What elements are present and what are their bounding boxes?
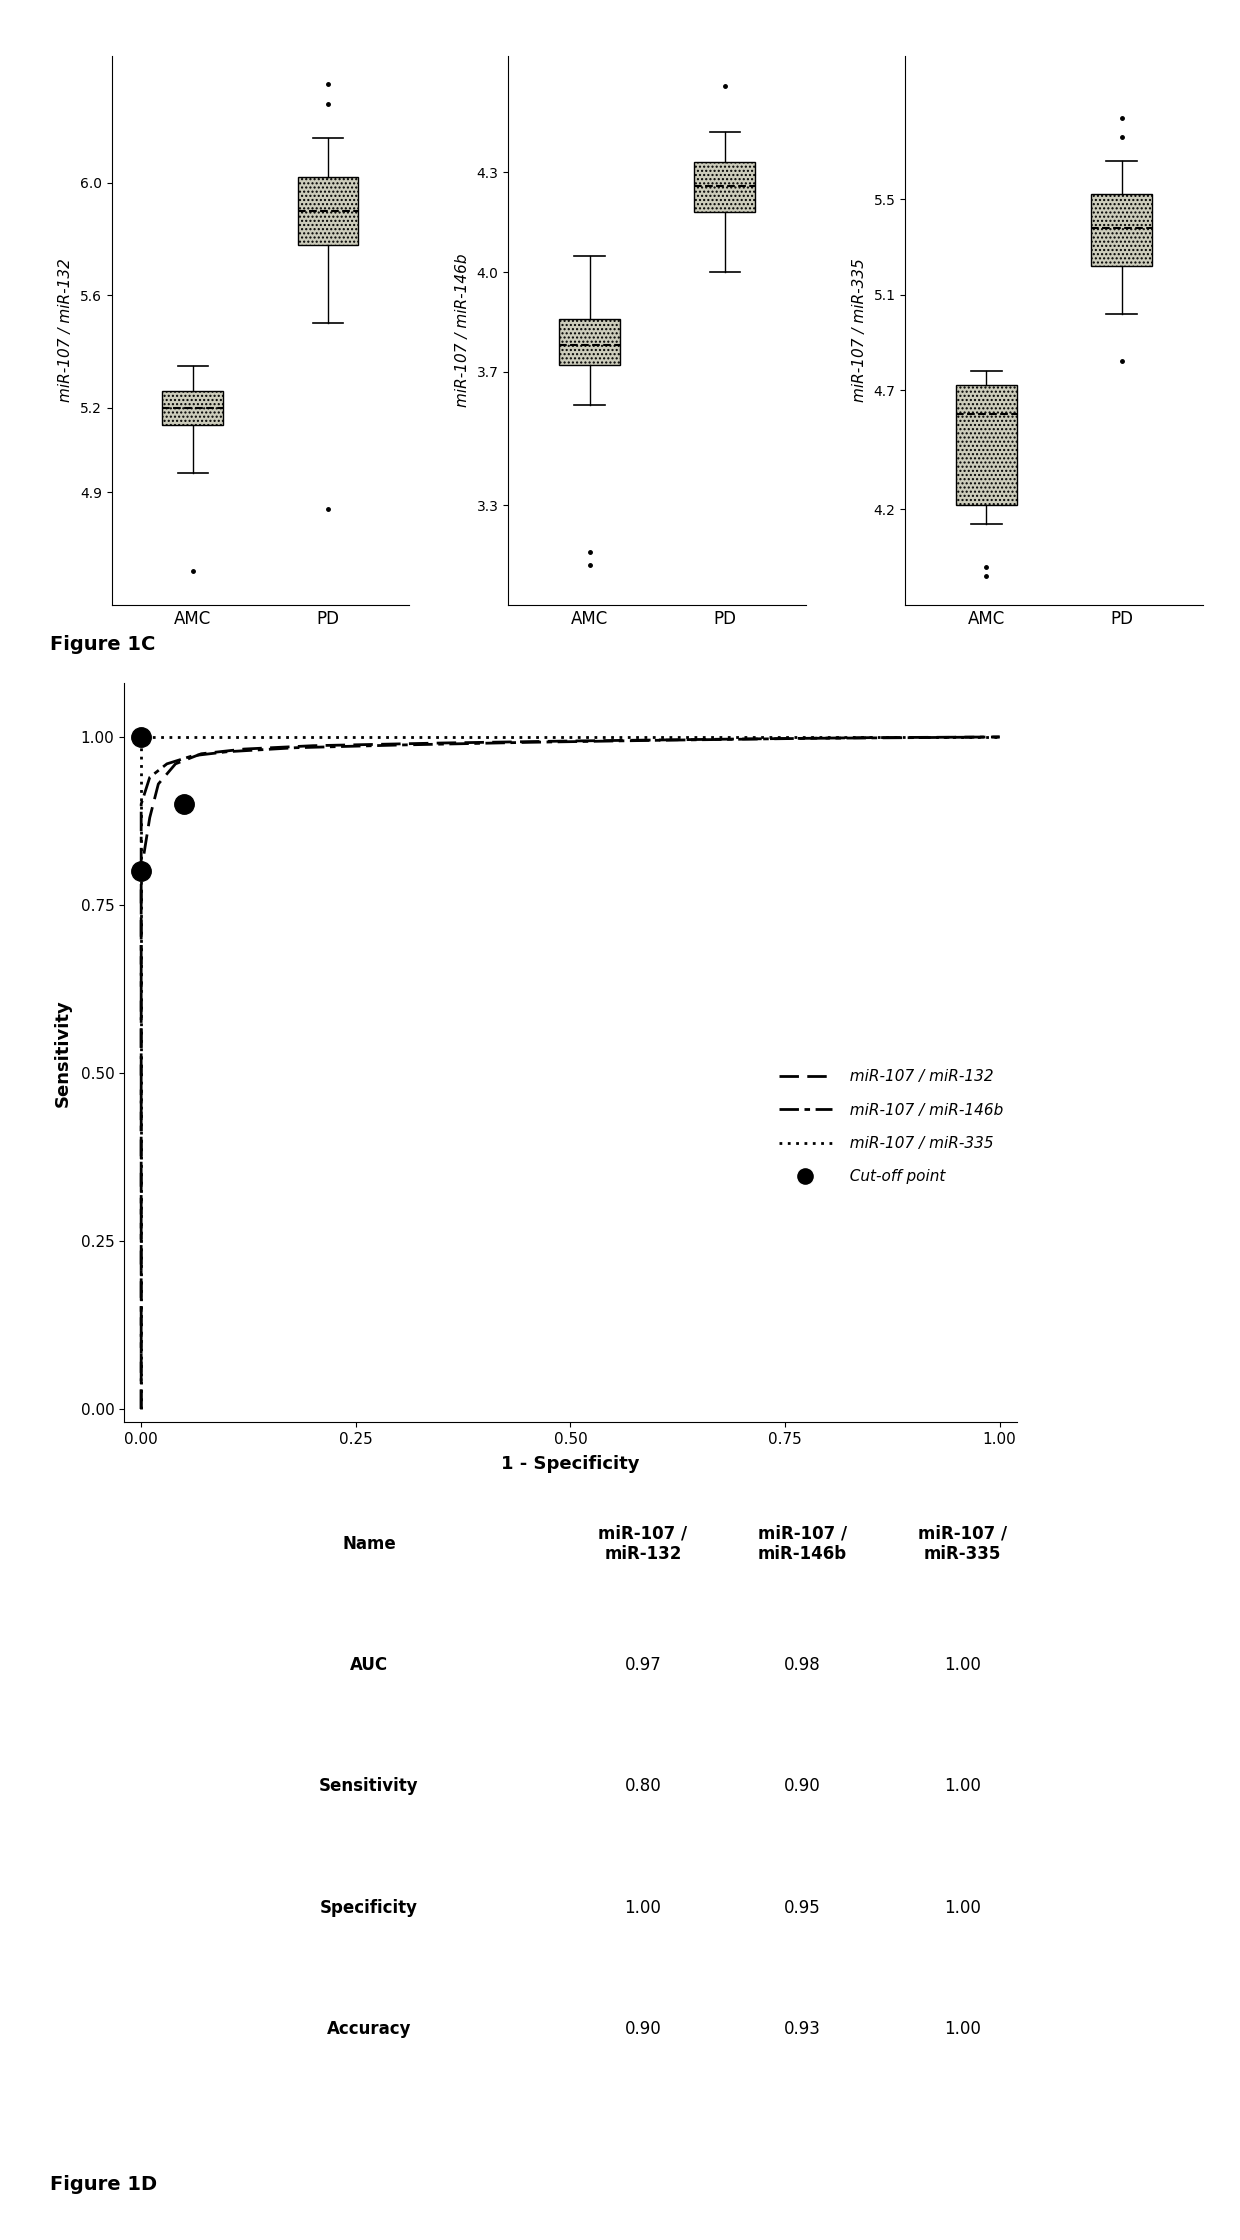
- Text: miR-107 /
miR-335: miR-107 / miR-335: [918, 1525, 1007, 1564]
- Text: Figure 1D: Figure 1D: [50, 2175, 156, 2193]
- Text: miR-107 /
miR-132: miR-107 / miR-132: [598, 1525, 687, 1564]
- Text: 1.00: 1.00: [944, 2020, 981, 2038]
- PathPatch shape: [694, 164, 755, 213]
- PathPatch shape: [956, 385, 1017, 504]
- Text: 1.00: 1.00: [944, 1900, 981, 1917]
- Text: 1.00: 1.00: [625, 1900, 661, 1917]
- Y-axis label: miR-107 / miR-132: miR-107 / miR-132: [58, 258, 73, 403]
- Y-axis label: miR-107 / miR-146b: miR-107 / miR-146b: [455, 253, 470, 408]
- Text: 0.80: 0.80: [625, 1776, 661, 1796]
- Text: 0.97: 0.97: [625, 1655, 661, 1673]
- Text: Specificity: Specificity: [320, 1900, 418, 1917]
- Text: Name: Name: [342, 1534, 396, 1552]
- Text: Figure 1C: Figure 1C: [50, 634, 155, 654]
- Text: 0.98: 0.98: [784, 1655, 821, 1673]
- Text: 1.00: 1.00: [944, 1776, 981, 1796]
- Text: AUC: AUC: [350, 1655, 388, 1673]
- Text: 0.93: 0.93: [784, 2020, 821, 2038]
- Text: 0.95: 0.95: [784, 1900, 821, 1917]
- Legend:   miR-107 / miR-132,   miR-107 / miR-146b,   miR-107 / miR-335,   Cut-off point: miR-107 / miR-132, miR-107 / miR-146b, m…: [773, 1064, 1009, 1189]
- Y-axis label: miR-107 / miR-335: miR-107 / miR-335: [852, 258, 867, 403]
- Text: miR-107 /
miR-146b: miR-107 / miR-146b: [758, 1525, 847, 1564]
- Text: 1.00: 1.00: [944, 1655, 981, 1673]
- Text: Accuracy: Accuracy: [327, 2020, 412, 2038]
- PathPatch shape: [298, 177, 358, 244]
- PathPatch shape: [559, 318, 620, 365]
- Y-axis label: Sensitivity: Sensitivity: [55, 999, 72, 1107]
- PathPatch shape: [162, 392, 223, 426]
- X-axis label: 1 - Specificity: 1 - Specificity: [501, 1456, 640, 1474]
- Text: 0.90: 0.90: [784, 1776, 821, 1796]
- PathPatch shape: [1091, 195, 1152, 267]
- Text: Sensitivity: Sensitivity: [319, 1776, 419, 1796]
- Text: 0.90: 0.90: [625, 2020, 661, 2038]
